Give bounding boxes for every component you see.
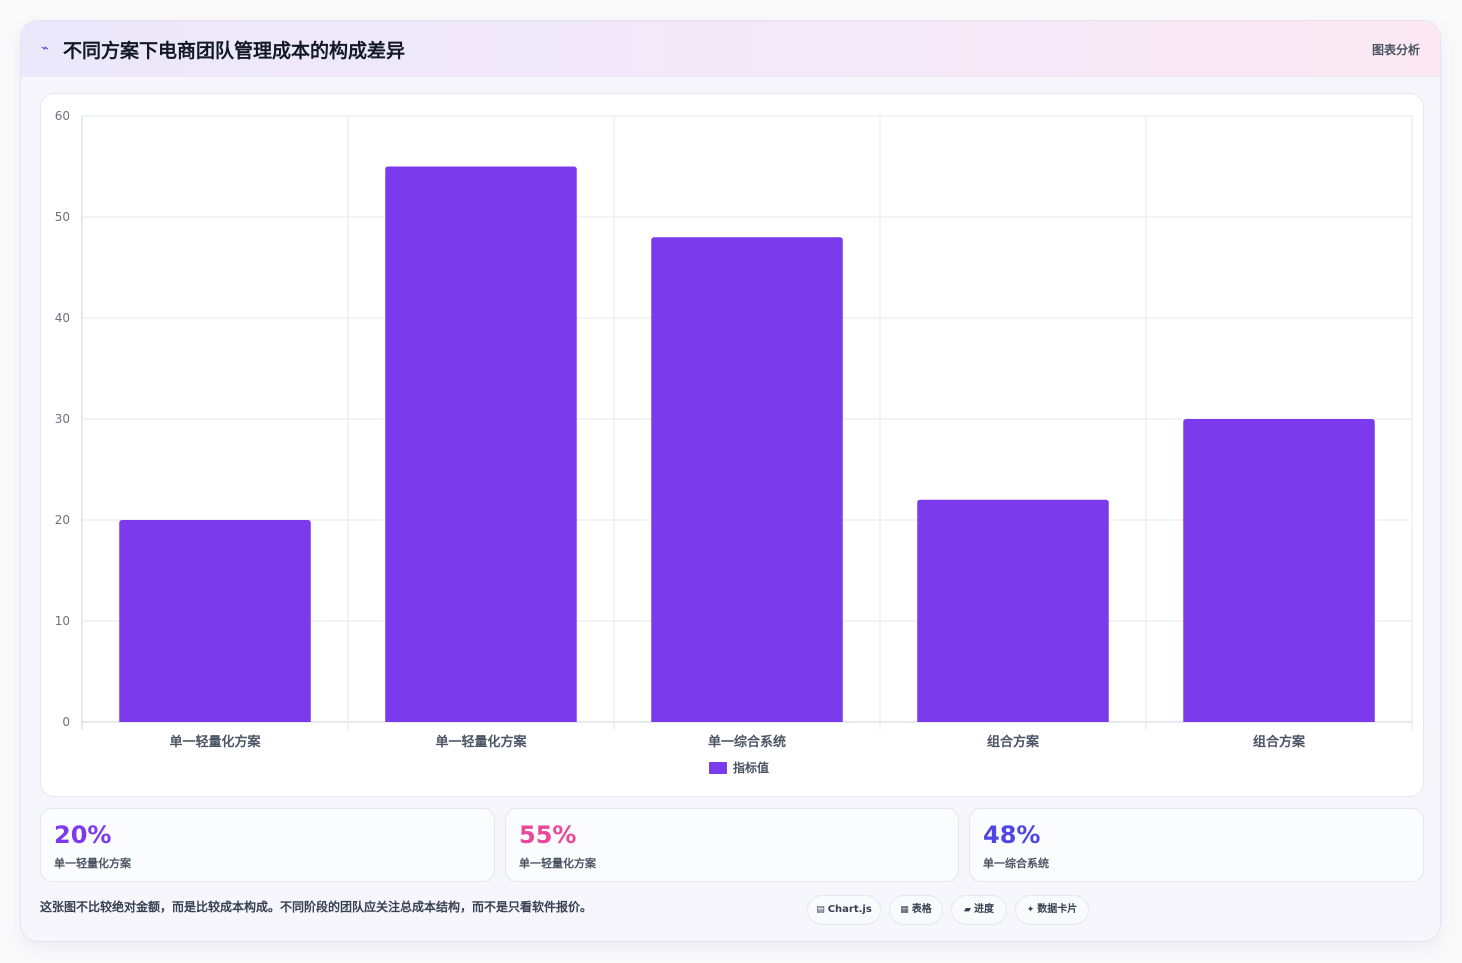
analysis-card: ⌁ 不同方案下电商团队管理成本的构成差异 图表分析 0 10 20 30 40 50 60 单… [20, 20, 1441, 942]
y-tick-label: 40 [55, 311, 70, 325]
tag-label: Chart.js [827, 904, 872, 915]
tag-label: 数据卡片 [1037, 904, 1078, 915]
card-header: ⌁ 不同方案下电商团队管理成本的构成差异 图表分析 [21, 21, 1440, 77]
table-icon: ▦ [900, 905, 909, 915]
page-title: 不同方案下电商团队管理成本的构成差异 [63, 40, 406, 62]
footnote: 这张图不比较绝对金额，而是比较成本构成。不同阶段的团队应关注总成本结构，而不是只… [40, 900, 593, 914]
tag-chartjs[interactable]: ▤ Chart.js [807, 895, 881, 925]
tag-data-card[interactable]: ✦ 数据卡片 [1015, 895, 1089, 925]
legend-swatch [709, 762, 727, 774]
chart-icon: ▤ [816, 905, 825, 915]
stat-value: 55% [519, 821, 577, 849]
data-card-icon: ✦ [1026, 905, 1035, 915]
bar-chart: 0 10 20 30 40 50 60 单一轻量化方案 单一轻量化方案 单一综合系统 组合方案 组合方… [55, 109, 1413, 775]
stat-card: 20% 单一轻量化方案 [40, 808, 495, 882]
tag-table[interactable]: ▦ 表格 [889, 895, 943, 925]
y-tick-label: 0 [62, 715, 70, 729]
stat-card: 48% 单一综合系统 [969, 808, 1424, 882]
chart-line-icon: ⌁ [41, 41, 49, 56]
bar [651, 237, 843, 722]
bar [385, 166, 577, 722]
legend-label: 指标值 [733, 760, 769, 775]
y-tick-label: 30 [55, 412, 70, 426]
bar [1183, 419, 1375, 722]
x-tick-label: 单一轻量化方案 [169, 734, 261, 750]
stat-label: 单一轻量化方案 [519, 857, 596, 870]
stat-label: 单一轻量化方案 [54, 857, 131, 870]
x-tick-label: 组合方案 [1253, 734, 1306, 750]
x-tick-label: 单一轻量化方案 [435, 734, 527, 750]
stat-label: 单一综合系统 [983, 857, 1049, 870]
stat-value: 20% [54, 821, 112, 849]
x-tick-label: 组合方案 [987, 734, 1040, 750]
stat-card: 55% 单一轻量化方案 [505, 808, 959, 882]
chart-panel: 0 10 20 30 40 50 60 单一轻量化方案 单一轻量化方案 单一综合系统 组合方案 组合方… [40, 93, 1424, 797]
header-tag: 图表分析 [1371, 43, 1420, 57]
bar [917, 499, 1109, 722]
tag-label: 表格 [911, 904, 932, 915]
y-tick-label: 60 [55, 109, 70, 123]
bar [119, 520, 311, 722]
y-tick-label: 20 [55, 513, 70, 527]
y-tick-label: 10 [55, 614, 70, 628]
tag-progress[interactable]: ▰ 进度 [951, 895, 1007, 925]
y-tick-label: 50 [55, 210, 70, 224]
progress-icon: ▰ [964, 905, 971, 915]
x-tick-label: 单一综合系统 [708, 734, 786, 750]
stat-value: 48% [983, 821, 1041, 849]
tag-label: 进度 [973, 904, 994, 915]
